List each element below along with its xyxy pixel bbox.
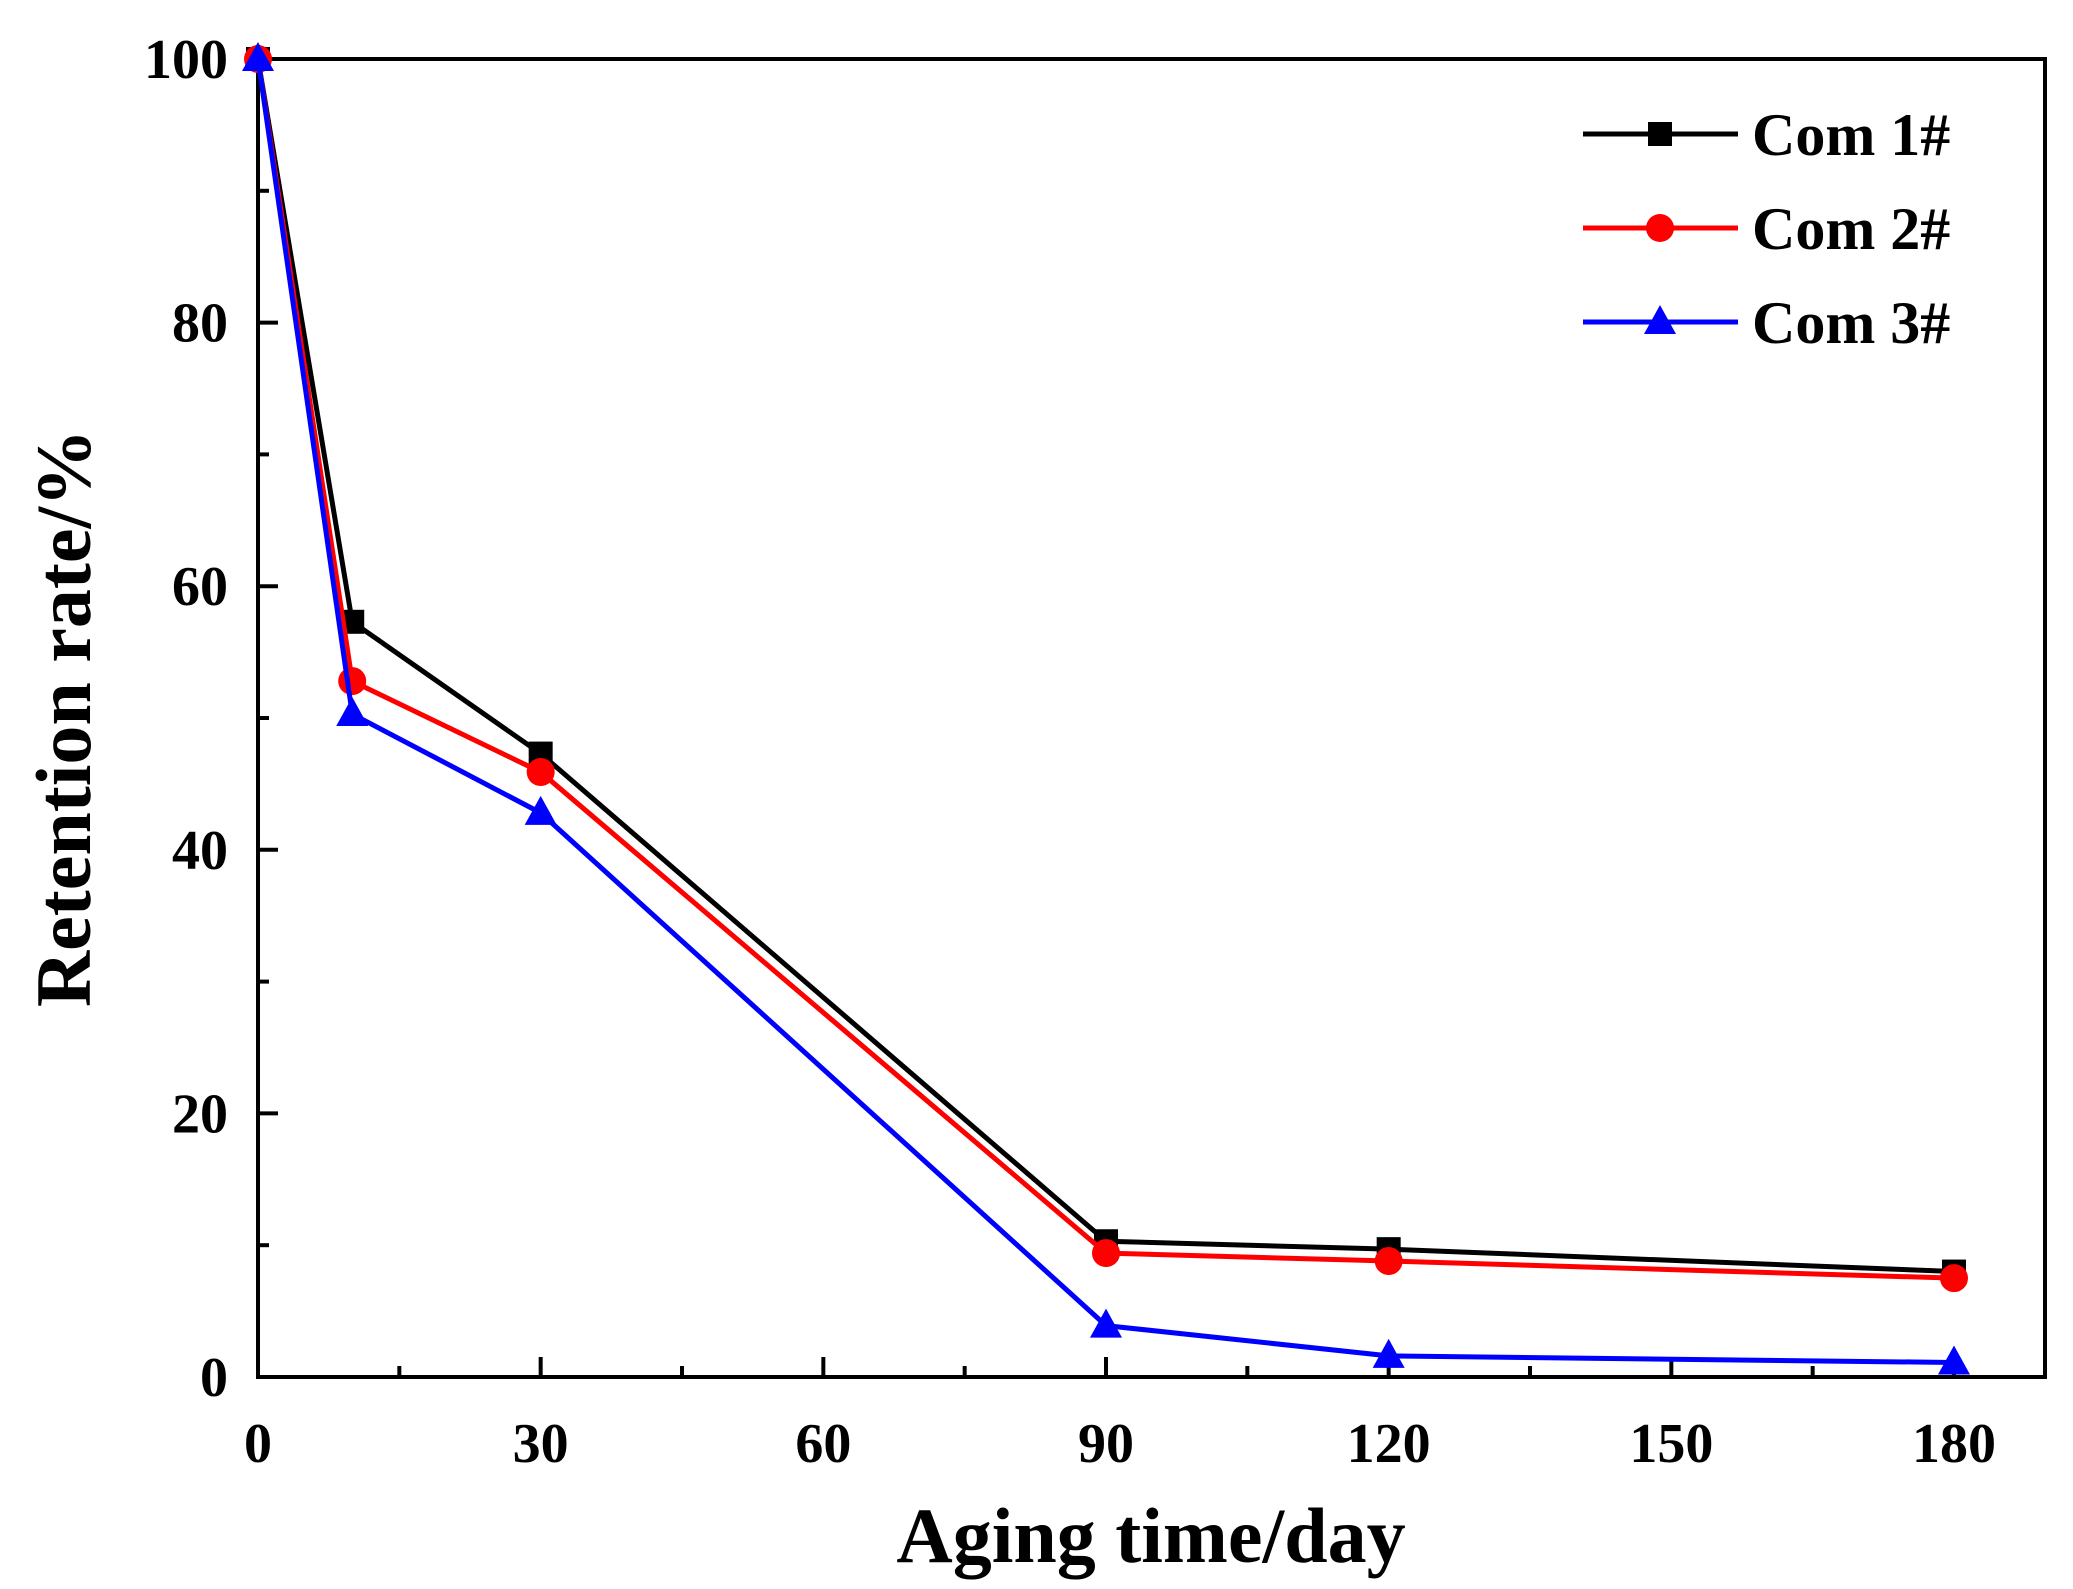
data-point xyxy=(1374,1247,1403,1276)
x-tick-label: 90 xyxy=(1078,1413,1134,1475)
y-tick-label: 0 xyxy=(200,1347,228,1409)
legend-label: Com 1# xyxy=(1752,102,1950,168)
series-3 xyxy=(242,42,1970,1375)
x-axis-title: Aging time/day xyxy=(896,1492,1405,1579)
data-point xyxy=(242,42,274,71)
y-axis-title: Retention rate/% xyxy=(20,429,107,1007)
legend: Com 1# Com 2# Com 3# xyxy=(1583,102,1950,356)
series-line xyxy=(255,58,1955,1275)
y-tick-labels: 0 20 40 60 80 100 xyxy=(144,29,228,1409)
data-point xyxy=(524,795,557,825)
series-line xyxy=(255,58,1955,1281)
series-layer xyxy=(242,42,1970,1375)
data-point xyxy=(336,697,369,727)
series-line xyxy=(255,58,1955,1366)
data-point xyxy=(1092,1239,1120,1268)
x-tick-label: 0 xyxy=(244,1413,272,1475)
axis-ticks xyxy=(256,57,1956,1379)
series-2 xyxy=(244,45,1968,1293)
legend-swatch-marker xyxy=(1644,305,1676,334)
data-point xyxy=(526,758,555,787)
y-tick-label: 60 xyxy=(172,556,228,618)
y-tick-label: 80 xyxy=(172,293,228,355)
data-point xyxy=(1940,1264,1968,1293)
legend-item: Com 1# xyxy=(1583,102,1950,168)
data-point xyxy=(338,667,367,696)
y-tick-label: 40 xyxy=(172,820,228,882)
legend-swatch-marker xyxy=(1648,122,1672,146)
series-1 xyxy=(246,47,1966,1284)
legend-swatch-marker xyxy=(1646,214,1674,242)
legend-label: Com 2# xyxy=(1752,196,1950,262)
data-point xyxy=(1372,1338,1405,1368)
data-point xyxy=(1938,1345,1970,1375)
data-point xyxy=(1090,1308,1122,1338)
x-tick-label: 120 xyxy=(1347,1413,1431,1475)
legend-item: Com 3# xyxy=(1583,290,1950,356)
x-tick-label: 180 xyxy=(1912,1413,1996,1475)
legend-label: Com 3# xyxy=(1752,290,1950,356)
x-tick-label: 30 xyxy=(513,1413,569,1475)
x-tick-label: 60 xyxy=(795,1413,851,1475)
y-tick-label: 100 xyxy=(144,29,228,91)
legend-item: Com 2# xyxy=(1583,196,1950,262)
y-tick-label: 20 xyxy=(172,1083,228,1145)
x-tick-labels: 0 30 60 90 120 150 180 xyxy=(244,1413,1996,1475)
x-tick-label: 150 xyxy=(1629,1413,1713,1475)
